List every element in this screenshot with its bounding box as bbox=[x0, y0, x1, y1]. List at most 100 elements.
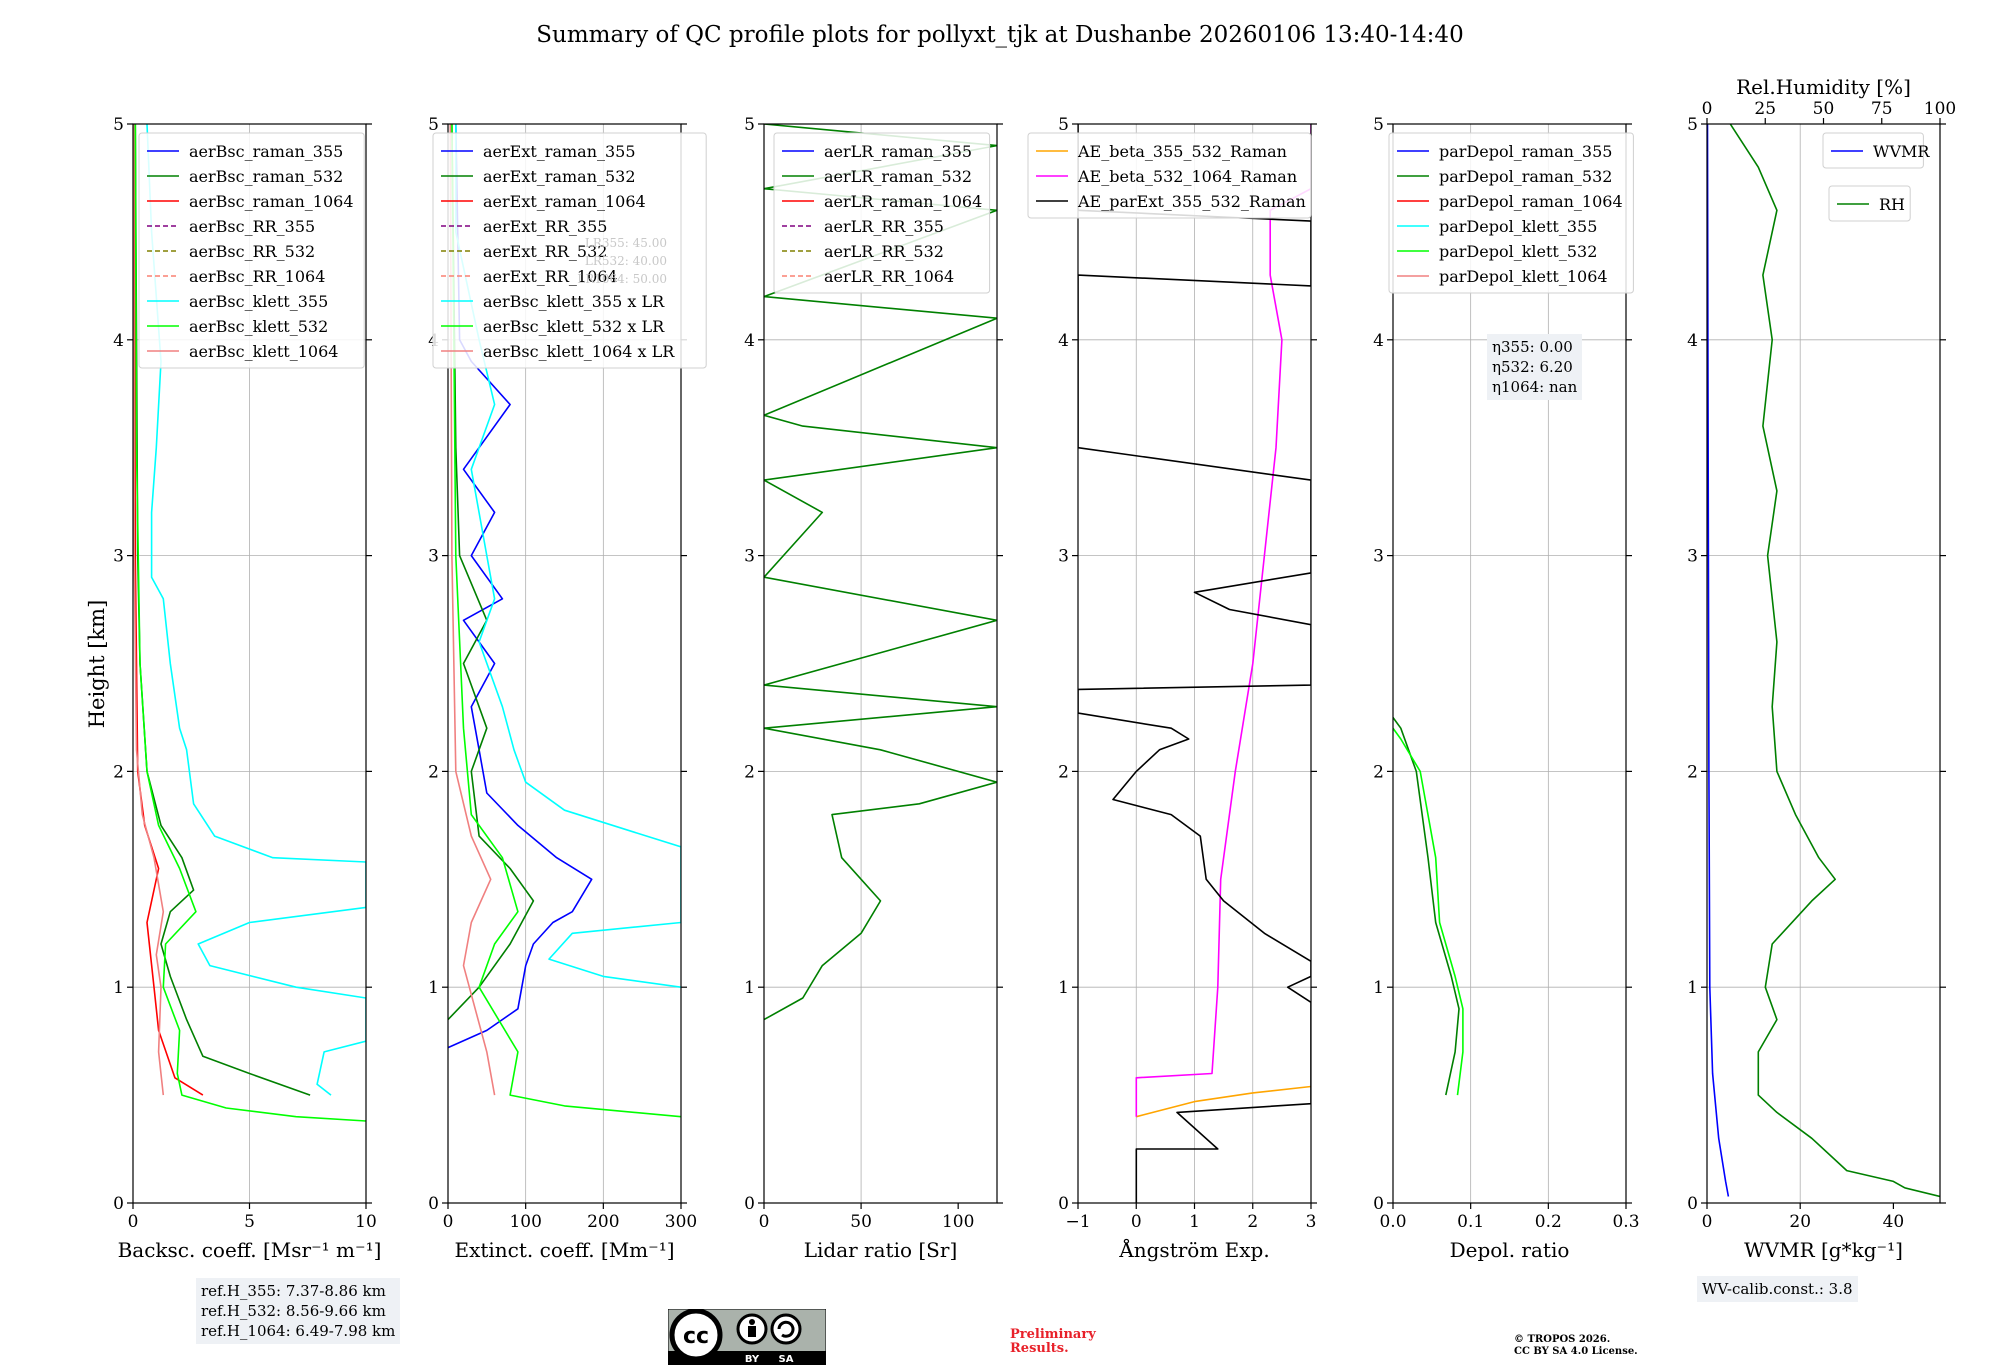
eta-box: η355: 0.00 η532: 6.20 η1064: nan bbox=[1487, 334, 1583, 400]
copyright-line-2: CC BY SA 4.0 License. bbox=[1514, 1346, 1638, 1357]
y-tick-label-ext: 5 bbox=[428, 115, 439, 135]
y-tick-label-dep: 3 bbox=[1373, 547, 1384, 567]
legend2-wv-frame bbox=[1828, 185, 1911, 222]
legend-label-aerBsc_RR_532: aerBsc_RR_532 bbox=[189, 242, 315, 261]
ref-height-532: ref.H_532: 8.56-9.66 km bbox=[201, 1302, 386, 1320]
cc-logo-text: cc bbox=[683, 1324, 709, 1349]
x-tick-label-ae: 1 bbox=[1189, 1212, 1200, 1232]
legend-label-aerExt_RR_355: aerExt_RR_355 bbox=[483, 217, 607, 236]
x-tick-label-dep: 0.3 bbox=[1612, 1212, 1639, 1232]
y-tick-label-lr: 5 bbox=[744, 115, 755, 135]
legend-label-parDepol_klett_1064: parDepol_klett_1064 bbox=[1439, 267, 1608, 286]
panel-lr: 0 50 100 Lidar ratio [Sr] 0 1 2 3 4 5 aerLR_raman_… bbox=[744, 115, 1003, 1262]
legend-label-aerBsc_klett_532 x LR: aerBsc_klett_532 x LR bbox=[483, 317, 665, 336]
axes-frame-ext bbox=[447, 123, 682, 1204]
y-axis-label: Height [km] bbox=[85, 600, 109, 729]
legend-label-aerLR_RR_355: aerLR_RR_355 bbox=[824, 217, 944, 236]
lr-note-1: LR532: 40.00 bbox=[585, 254, 667, 268]
y-tick-label-wv: 2 bbox=[1687, 762, 1698, 782]
y-tick-label-dep: 5 bbox=[1373, 115, 1384, 135]
legend-label-WVMR: WVMR bbox=[1873, 142, 1930, 161]
series-line-AE_parExt_355_532_Raman bbox=[1078, 124, 1311, 1203]
x-tick-label-dep: 0.2 bbox=[1535, 1212, 1562, 1232]
series-group-lr bbox=[764, 124, 997, 1021]
x-tick-label-lr: 0 bbox=[759, 1212, 770, 1232]
legend-label-aerExt_raman_532: aerExt_raman_532 bbox=[483, 167, 636, 186]
x-tick-label-ae: 2 bbox=[1247, 1212, 1258, 1232]
lr-note-0: LR355: 45.00 bbox=[585, 236, 667, 250]
series-line-aerExt_raman_355 bbox=[448, 124, 593, 1049]
y-tick-label-dep: 0 bbox=[1373, 1194, 1384, 1214]
legend-ext-frame bbox=[432, 132, 707, 369]
axes-frame-lr bbox=[763, 123, 998, 1204]
series-line-AE_beta_355_532_Raman bbox=[1136, 1085, 1311, 1118]
y-tick-label-lr: 0 bbox=[744, 1194, 755, 1214]
y-tick-label-lr: 3 bbox=[744, 547, 755, 567]
legend-label-aerBsc_klett_1064 x LR: aerBsc_klett_1064 x LR bbox=[483, 342, 675, 361]
x-tick-label-ext: 300 bbox=[665, 1212, 697, 1232]
legend-wv: WVMR bbox=[1822, 132, 1930, 169]
series-line-aerBsc_klett_1064 bbox=[133, 124, 165, 1096]
by-person-head bbox=[749, 1319, 755, 1325]
copyright-line-1: © TROPOS 2026. bbox=[1514, 1334, 1611, 1345]
series-group-dep bbox=[1393, 717, 1464, 1096]
sa-share-icon bbox=[770, 1313, 802, 1345]
y-tick-label-ae: 4 bbox=[1058, 331, 1069, 351]
x-tick-label-ext: 200 bbox=[587, 1212, 619, 1232]
legend-label-aerBsc_klett_355: aerBsc_klett_355 bbox=[189, 292, 328, 311]
series-line-aerBsc_klett_355 bbox=[146, 124, 366, 1096]
legend-label-aerExt_raman_1064: aerExt_raman_1064 bbox=[483, 192, 646, 211]
preliminary-results-note: Preliminary Results. bbox=[1010, 1328, 1096, 1356]
y-tick-label-wv: 0 bbox=[1687, 1194, 1698, 1214]
legend-label-RH: RH bbox=[1879, 195, 1905, 214]
y-tick-label-ext: 0 bbox=[428, 1194, 439, 1214]
axes-frame-dep bbox=[1392, 123, 1627, 1204]
legend-label-parDepol_klett_532: parDepol_klett_532 bbox=[1439, 242, 1597, 261]
y-tick-label-ae: 2 bbox=[1058, 762, 1069, 782]
y-tick-label-dep: 1 bbox=[1373, 978, 1384, 998]
x-tick-label-wv: 40 bbox=[1883, 1212, 1905, 1232]
legend-label-aerBsc_raman_1064: aerBsc_raman_1064 bbox=[189, 192, 354, 211]
wv-calibration-box: WV-calib.const.: 3.8 bbox=[1697, 1276, 1858, 1302]
x-tick-label-ae: −1 bbox=[1065, 1212, 1090, 1232]
series-line-aerBsc_klett_355 x LR bbox=[454, 124, 681, 988]
y-tick-label-ext: 1 bbox=[428, 978, 439, 998]
y-tick-label-ae: 5 bbox=[1058, 115, 1069, 135]
top-axis-label-wv: Rel.Humidity [%] bbox=[1736, 75, 1911, 99]
legend-label-AE_beta_532_1064_Raman: AE_beta_532_1064_Raman bbox=[1077, 167, 1297, 186]
top-tick-label-wv: 75 bbox=[1871, 99, 1893, 119]
axes-frame-wv bbox=[1706, 123, 1941, 1204]
series-line-parDepol_klett_532 bbox=[1393, 727, 1464, 1096]
legend-lr-frame bbox=[773, 132, 991, 294]
y-tick-label-ae: 0 bbox=[1058, 1194, 1069, 1214]
x-tick-label-bsc: 10 bbox=[355, 1212, 377, 1232]
eta-355: η355: 0.00 bbox=[1492, 338, 1573, 356]
legend-label-aerExt_RR_532: aerExt_RR_532 bbox=[483, 242, 607, 261]
y-tick-label-ae: 3 bbox=[1058, 547, 1069, 567]
legend-bsc-frame bbox=[138, 132, 365, 369]
y-tick-label-bsc: 1 bbox=[113, 978, 124, 998]
series-line-aerBsc_klett_532 bbox=[134, 124, 366, 1122]
legend-label-aerExt_raman_355: aerExt_raman_355 bbox=[483, 142, 636, 161]
y-tick-label-ae: 1 bbox=[1058, 978, 1069, 998]
cc-by-sa-license-badge: cc BY SA bbox=[668, 1309, 826, 1365]
x-tick-label-bsc: 0 bbox=[128, 1212, 139, 1232]
series-line-aerLR_raman_532 bbox=[764, 124, 997, 1021]
legend-ae-frame bbox=[1027, 132, 1312, 219]
legend-label-aerBsc_klett_532: aerBsc_klett_532 bbox=[189, 317, 328, 336]
top-tick-label-wv: 0 bbox=[1702, 99, 1713, 119]
x-tick-label-bsc: 5 bbox=[244, 1212, 255, 1232]
legend-label-aerLR_raman_355: aerLR_raman_355 bbox=[824, 142, 972, 161]
x-axis-label-lr: Lidar ratio [Sr] bbox=[804, 1238, 958, 1262]
wv-calibration-text: WV-calib.const.: 3.8 bbox=[1702, 1280, 1853, 1298]
series-group-bsc bbox=[133, 124, 366, 1122]
x-tick-label-ae: 0 bbox=[1131, 1212, 1142, 1232]
legend-label-AE_parExt_355_532_Raman: AE_parExt_355_532_Raman bbox=[1077, 192, 1306, 211]
legend-label-aerBsc_raman_532: aerBsc_raman_532 bbox=[189, 167, 343, 186]
x-tick-label-wv: 0 bbox=[1702, 1212, 1713, 1232]
legend-label-aerBsc_raman_355: aerBsc_raman_355 bbox=[189, 142, 343, 161]
top-tick-label-wv: 50 bbox=[1813, 99, 1835, 119]
